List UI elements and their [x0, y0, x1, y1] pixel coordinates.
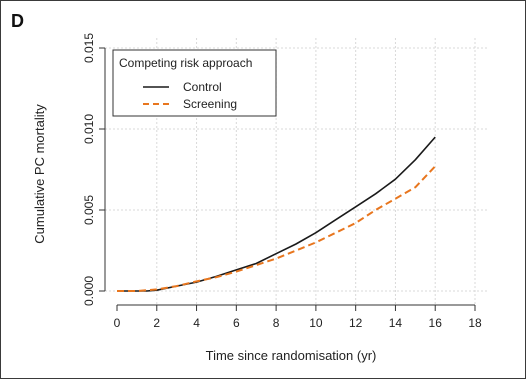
y-tick-label: 0.005	[82, 195, 96, 225]
legend-entry-screening: Screening	[183, 97, 237, 111]
x-tick-label: 10	[309, 316, 323, 330]
legend-box	[112, 49, 277, 117]
x-tick-label: 14	[389, 316, 403, 330]
y-axis-label: Cumulative PC mortality	[32, 104, 47, 244]
series-lines	[117, 136, 436, 292]
y-tick-label: 0.000	[82, 276, 96, 306]
y-tick-label: 0.015	[82, 33, 96, 63]
x-tick-label: 18	[468, 316, 482, 330]
x-tick-label: 16	[429, 316, 443, 330]
legend-title: Competing risk approach	[119, 56, 252, 70]
x-tick-label: 0	[114, 316, 121, 330]
x-axis-label: Time since randomisation (yr)	[206, 348, 377, 363]
panel-label: D	[11, 11, 24, 31]
x-tick-label: 8	[273, 316, 280, 330]
x-tick-label: 12	[349, 316, 363, 330]
x-tick-label: 6	[233, 316, 240, 330]
axes: 0 2 4 6 8 10 12 14 16 18 0.000 0.005 0.010 0.015	[82, 33, 482, 330]
y-tick-label: 0.010	[82, 114, 96, 144]
legend: Competing risk approach Control Screenin…	[112, 49, 277, 117]
legend-entry-control: Control	[183, 80, 222, 94]
x-tick-label: 4	[193, 316, 200, 330]
x-tick-label: 2	[153, 316, 160, 330]
series-line-screening	[117, 165, 436, 292]
